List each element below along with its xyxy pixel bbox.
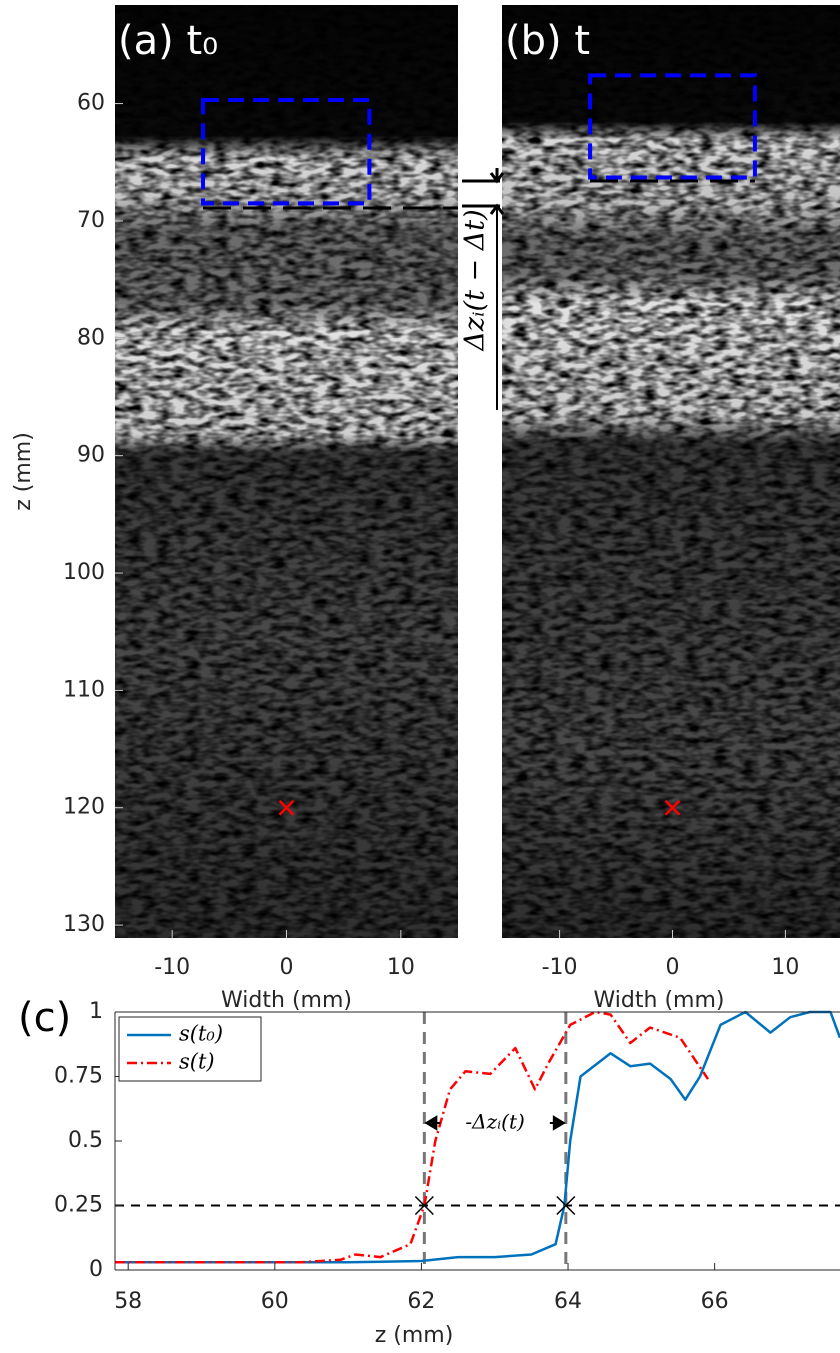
legend-box — [118, 1016, 262, 1082]
annotation: Δzᵢ(t − Δt) — [460, 209, 491, 351]
panel-title: (b) t — [505, 18, 590, 64]
crossing-marker — [414, 1195, 434, 1216]
legend-label: s(t) — [179, 1050, 215, 1074]
y-tick-label: 100 — [63, 560, 105, 585]
speckle — [115, 5, 458, 938]
panel-title: (c) — [18, 995, 71, 1041]
series-line — [115, 1010, 710, 1264]
y-tick-label: 90 — [77, 443, 105, 468]
annotation-arrow — [424, 1115, 566, 1131]
x-tick-label: 0 — [280, 955, 294, 980]
y-tick-label: 130 — [63, 912, 105, 937]
x-tick-label: 66 — [701, 1289, 729, 1314]
x-tick-label: 62 — [407, 1289, 435, 1314]
arrow-head — [489, 172, 505, 215]
legend-label: s(t₀) — [179, 1022, 223, 1046]
x-tick-label: 0 — [666, 955, 680, 980]
x-tick-label: 10 — [771, 955, 799, 980]
y-tick-label: 80 — [77, 325, 105, 350]
y-tick-label: 0.5 — [68, 1128, 103, 1153]
x-tick-label: 64 — [554, 1289, 582, 1314]
y-tick-label: 110 — [63, 677, 105, 702]
y-tick-label: 1 — [89, 999, 103, 1024]
displacement-bracket — [462, 168, 505, 410]
x-axis-label: z (mm) — [375, 1323, 454, 1348]
y-tick-label: 0 — [89, 1257, 103, 1282]
annotation: -Δzᵢ(t) — [465, 1109, 524, 1133]
y-tick-label: 0.75 — [54, 1064, 103, 1089]
x-tick-label: -10 — [542, 955, 578, 980]
x-tick-label: 10 — [387, 955, 415, 980]
y-tick-label: 0.25 — [54, 1193, 103, 1218]
y-axis-label: z (mm) — [11, 432, 36, 511]
y-tick-label: 120 — [63, 795, 105, 820]
crossing-marker — [556, 1195, 576, 1216]
y-tick-label: 60 — [77, 91, 105, 116]
x-tick-label: -10 — [154, 955, 190, 980]
x-axis-label: Width (mm) — [221, 988, 352, 1013]
x-axis-label: Width (mm) — [594, 988, 725, 1013]
marker — [664, 799, 681, 816]
y-tick-label: 70 — [77, 208, 105, 233]
panel-title: (a) t₀ — [118, 18, 218, 64]
x-tick-label: 58 — [114, 1289, 142, 1314]
x-tick-label: 60 — [261, 1289, 289, 1314]
marker — [278, 799, 295, 816]
series-line — [115, 1010, 840, 1264]
speckle — [502, 5, 840, 938]
roi-box — [588, 73, 757, 180]
roi-box — [201, 98, 372, 206]
